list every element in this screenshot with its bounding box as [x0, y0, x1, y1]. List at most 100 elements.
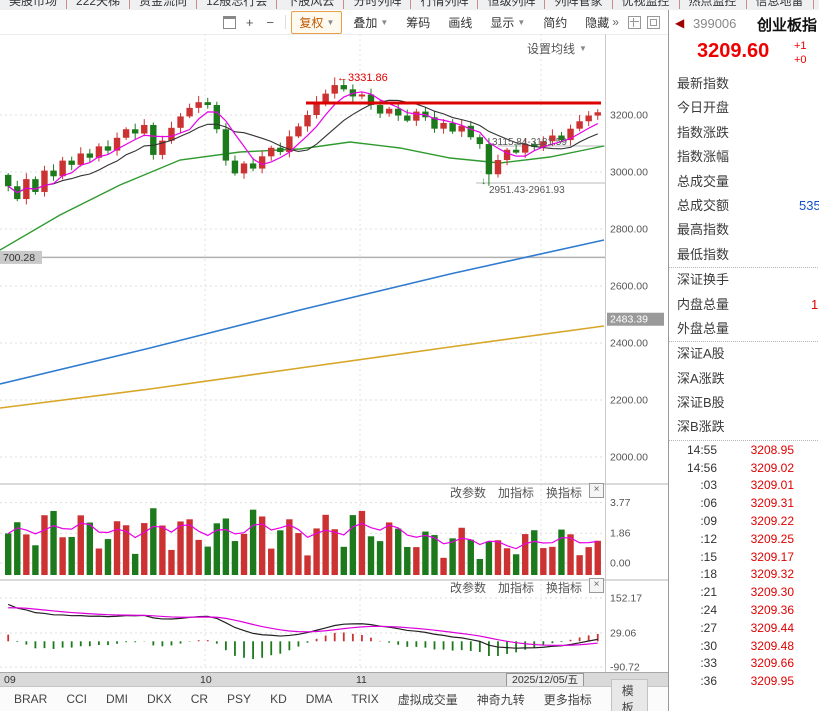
tick-row: :27 3209.44 — [669, 619, 819, 637]
quote-row: 内盘总量 1 — [669, 293, 819, 317]
tick-row: :06 3209.31 — [669, 494, 819, 512]
menu-item[interactable]: 下股风云 — [277, 0, 345, 9]
quote-label: 深证换手 — [677, 272, 730, 288]
tab-神奇九转[interactable]: 神奇九转 — [476, 692, 525, 707]
toolbar-button-diejia[interactable]: 叠加 ▼ — [353, 15, 389, 30]
quote-label: 外盘总量 — [677, 320, 730, 336]
toolbar-button-jianyue[interactable]: 简约 — [543, 15, 568, 30]
tick-time: :27 — [700, 620, 717, 635]
xaxis-month-label: 09 — [4, 674, 16, 686]
menu-item[interactable]: 222天梯 — [67, 0, 131, 9]
tab-template[interactable]: 模板 — [610, 679, 648, 711]
menu-item[interactable]: 热点监控 — [680, 0, 747, 9]
ma-settings-label: 设置均线 — [527, 42, 576, 56]
fullscreen-icon[interactable] — [647, 15, 660, 29]
tab-DKX[interactable]: DKX — [147, 692, 172, 706]
pane-control[interactable]: 改参数 — [449, 581, 486, 595]
zoom-in-button[interactable]: + — [245, 14, 254, 30]
candlestick-chart[interactable]: 3200.00 3000.00 2800.00 2600.00 2400.00 2200.… — [0, 34, 668, 672]
svg-text:3200.00: 3200.00 — [610, 110, 648, 122]
xaxis-month-label: 10 — [200, 674, 212, 686]
pane-control[interactable]: 换指标 — [545, 486, 582, 500]
quote-label: 深B涨跌 — [677, 419, 725, 435]
menu-item[interactable]: 恒级列阵 — [478, 0, 546, 9]
quote-row: 今日开盘 — [669, 96, 819, 120]
menu-item[interactable]: 资金流向 — [130, 0, 198, 9]
svg-text:2483.39: 2483.39 — [610, 314, 648, 326]
tab-更多指标[interactable]: 更多指标 — [543, 692, 592, 707]
zoom-out-button[interactable]: − — [266, 14, 275, 30]
pane-control[interactable]: 换指标 — [545, 581, 582, 595]
tick-time: 14:56 — [686, 460, 717, 475]
pane-control[interactable]: 加指标 — [497, 581, 534, 595]
chevron-down-icon: ▼ — [517, 17, 526, 27]
svg-text:↓: ↓ — [481, 176, 486, 187]
chevron-down-icon: ▼ — [380, 17, 389, 27]
tick-price: 3208.95 — [750, 442, 794, 457]
menu-item[interactable]: 信息地雷 — [747, 0, 814, 9]
quote-label: 总成交额 — [677, 197, 730, 213]
back-arrow-icon[interactable]: ◀ — [675, 16, 685, 30]
xaxis-month-label: 11 — [356, 674, 367, 686]
svg-text:1.86: 1.86 — [610, 528, 631, 540]
last-price: 3209.60 — [697, 40, 770, 62]
toolbar-button-xianshi[interactable]: 显示 ▼ — [490, 15, 526, 30]
quote-label: 今日开盘 — [677, 100, 730, 116]
svg-text:2951.43-2961.93: 2951.43-2961.93 — [489, 185, 565, 196]
toolbar-divider — [284, 15, 286, 29]
quote-row: 最低指数 — [669, 243, 819, 269]
toolbar-buttons: 复权 ▼ 叠加 ▼ 筹码 画线 显示 ▼ 简约 隐藏» — [289, 10, 628, 34]
pane-control[interactable]: 加指标 — [497, 486, 534, 500]
svg-text:3.77: 3.77 — [610, 497, 631, 509]
tab-虚拟成交量[interactable]: 虚拟成交量 — [397, 692, 458, 707]
double-arrow-icon: » — [612, 15, 619, 29]
toolbar-button-huaxian[interactable]: 画线 — [448, 15, 473, 30]
menu-item[interactable]: 优视监控 — [613, 0, 680, 9]
tab-DMA[interactable]: DMA — [305, 692, 333, 706]
tick-price: 3209.32 — [750, 567, 794, 582]
volume-pane-close-icon[interactable]: × — [589, 483, 604, 498]
tab-TRIX[interactable]: TRIX — [351, 692, 379, 706]
svg-text:3115.84-3181.59: 3115.84-3181.59 — [492, 137, 567, 148]
tab-CR[interactable]: CR — [190, 692, 209, 706]
menu-item[interactable]: 行情列阵 — [411, 0, 479, 9]
top-menu-items: 美股市场 222天梯 资金流向 12般忘行会 下股风云 分时列阵 行情列阵 恒级列阵 列阵管家优… — [0, 0, 819, 9]
tab-KD[interactable]: KD — [270, 692, 287, 706]
tick-time: :36 — [700, 674, 717, 689]
menu-item[interactable]: 美股市场 — [0, 0, 68, 9]
quote-label: 最低指数 — [677, 246, 730, 262]
toolbar-button-chouma[interactable]: 筹码 — [406, 15, 431, 30]
quote-row: 深A涨跌 — [669, 367, 819, 391]
tick-row: :03 3209.01 — [669, 476, 819, 494]
quote-row: 深证B股 — [669, 391, 819, 415]
indicator-tab-bar: BRAR CCI DMI DKX CR PSY KD DMA TRIX 虚拟成交量 神奇九转 更多指标… — [0, 679, 668, 711]
xaxis-band: 2025/12/05/五 09 10 11 — [0, 672, 668, 687]
menu-item[interactable]: 列阵管家 — [545, 0, 613, 9]
indicator-tabs: BRAR CCI DMI DKX CR PSY KD DMA TRIX 虚拟成交量 神奇九转 更多指标 — [14, 691, 611, 708]
quote-label: 深证B股 — [677, 395, 725, 411]
menu-item[interactable]: 12般忘行会 — [197, 0, 278, 9]
price-change: +1 +0 — [794, 39, 807, 67]
tick-price: 3209.01 — [750, 478, 794, 493]
menu-item[interactable]: 分时列阵 — [344, 0, 412, 9]
change-percent: +0 — [794, 54, 807, 66]
window-layout-button[interactable] — [221, 14, 238, 30]
toolbar-right-icons — [628, 15, 660, 29]
quote-value: 535 — [799, 197, 819, 213]
toolbar-button-yincang[interactable]: 隐藏» — [585, 15, 619, 30]
tick-price: 3209.22 — [750, 513, 794, 528]
tab-DMI[interactable]: DMI — [106, 692, 129, 706]
tab-BRAR[interactable]: BRAR — [14, 692, 48, 706]
pane-control[interactable]: 改参数 — [449, 486, 486, 500]
tab-CCI[interactable]: CCI — [66, 692, 88, 706]
grid-layout-icon[interactable] — [628, 15, 641, 29]
tick-price: 3209.31 — [750, 496, 794, 511]
tick-price: 3209.66 — [750, 656, 794, 671]
tab-PSY[interactable]: PSY — [227, 692, 252, 706]
tick-time: :18 — [700, 567, 717, 582]
ma-settings-control[interactable]: 设置均线 ▼ — [527, 40, 587, 57]
macd-pane-close-icon[interactable]: × — [589, 578, 604, 593]
quote-row: 深证换手 — [669, 268, 819, 292]
toolbar-button-fuquan[interactable]: 复权 ▼ — [291, 10, 343, 34]
